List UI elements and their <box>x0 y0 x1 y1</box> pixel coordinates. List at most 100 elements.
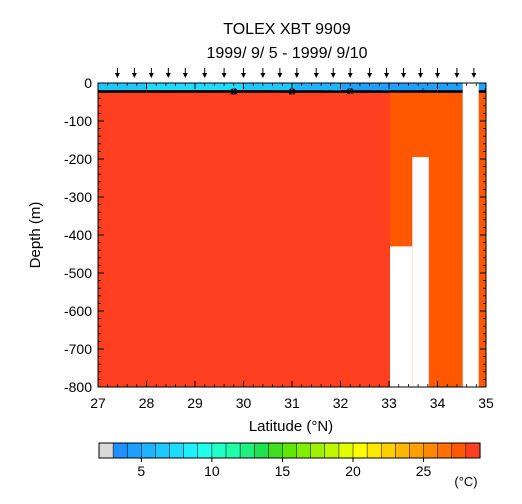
temperature-cell <box>174 379 179 384</box>
temperature-cell <box>302 339 307 344</box>
temperature-cell <box>194 299 199 304</box>
temperature-cell <box>194 111 199 116</box>
temperature-cell <box>214 223 219 228</box>
temperature-cell <box>238 167 243 172</box>
temperature-cell <box>330 323 335 328</box>
temperature-cell <box>134 259 139 264</box>
temperature-cell <box>294 259 299 264</box>
temperature-cell <box>194 159 199 164</box>
temperature-cell <box>162 203 167 208</box>
temperature-cell <box>290 299 295 304</box>
temperature-cell <box>338 239 343 244</box>
temperature-cell <box>170 235 175 240</box>
temperature-cell <box>118 379 123 384</box>
temperature-cell <box>190 279 195 284</box>
temperature-cell <box>298 375 303 380</box>
temperature-cell <box>306 123 311 128</box>
temperature-cell <box>302 179 307 184</box>
temperature-cell <box>158 95 163 100</box>
temperature-cell <box>282 367 287 372</box>
temperature-cell <box>266 363 271 368</box>
temperature-cell <box>358 115 363 120</box>
temperature-cell <box>242 111 247 116</box>
temperature-cell <box>150 163 155 168</box>
temperature-cell <box>346 143 351 148</box>
temperature-cell <box>350 83 355 88</box>
temperature-cell <box>166 251 171 256</box>
temperature-cell <box>262 207 267 212</box>
temperature-cell <box>126 275 131 280</box>
temperature-cell <box>222 279 227 284</box>
temperature-cell <box>330 231 335 236</box>
temperature-cell <box>134 183 139 188</box>
temperature-cell <box>350 283 355 288</box>
temperature-cell <box>338 279 343 284</box>
temperature-cell <box>242 199 247 204</box>
temperature-cell <box>290 251 295 256</box>
temperature-cell <box>282 123 287 128</box>
temperature-cell <box>170 303 175 308</box>
temperature-cell <box>130 275 135 280</box>
temperature-cell <box>142 127 147 132</box>
temperature-cell <box>114 159 119 164</box>
temperature-cell <box>338 255 343 260</box>
temperature-cell <box>174 95 179 100</box>
temperature-cell <box>110 323 115 328</box>
temperature-cell <box>130 299 135 304</box>
temperature-cell <box>222 183 227 188</box>
temperature-cell <box>106 135 111 140</box>
temperature-cell <box>110 103 115 108</box>
temperature-cell <box>218 271 223 276</box>
temperature-cell <box>358 111 363 116</box>
temperature-cell <box>238 271 243 276</box>
temperature-cell <box>278 203 283 208</box>
temperature-cell <box>290 315 295 320</box>
temperature-cell <box>314 319 319 324</box>
temperature-cell <box>302 111 307 116</box>
temperature-cell <box>342 311 347 316</box>
temperature-cell <box>242 303 247 308</box>
temperature-cell <box>150 355 155 360</box>
temperature-cell <box>314 143 319 148</box>
temperature-cell <box>290 123 295 128</box>
temperature-cell <box>154 247 159 252</box>
temperature-cell <box>334 123 339 128</box>
temperature-cell <box>174 155 179 160</box>
temperature-cell <box>102 83 107 88</box>
temperature-cell <box>174 195 179 200</box>
temperature-cell <box>198 163 203 168</box>
temperature-cell <box>98 199 103 204</box>
temperature-cell <box>158 199 163 204</box>
temperature-cell <box>210 303 215 308</box>
temperature-cell <box>290 231 295 236</box>
temperature-cell <box>246 275 251 280</box>
temperature-cell <box>158 159 163 164</box>
temperature-cell <box>186 239 191 244</box>
temperature-cell <box>346 271 351 276</box>
temperature-cell <box>338 243 343 248</box>
temperature-cell <box>122 299 127 304</box>
temperature-cell <box>194 207 199 212</box>
temperature-cell <box>138 91 143 96</box>
temperature-cell <box>338 271 343 276</box>
temperature-cell <box>242 299 247 304</box>
temperature-cell <box>190 159 195 164</box>
temperature-cell <box>202 107 207 112</box>
temperature-cell <box>270 359 275 364</box>
temperature-cell <box>202 283 207 288</box>
temperature-cell <box>218 95 223 100</box>
temperature-cell <box>150 115 155 120</box>
temperature-cell <box>138 355 143 360</box>
temperature-cell <box>198 375 203 380</box>
temperature-cell <box>326 99 331 104</box>
temperature-cell <box>142 251 147 256</box>
temperature-cell <box>174 223 179 228</box>
temperature-cell <box>182 371 187 376</box>
temperature-cell <box>230 215 235 220</box>
temperature-cell <box>122 135 127 140</box>
temperature-cell <box>274 367 279 372</box>
temperature-cell <box>130 219 135 224</box>
temperature-cell <box>334 331 339 336</box>
temperature-cell <box>166 111 171 116</box>
temperature-cell <box>210 231 215 236</box>
